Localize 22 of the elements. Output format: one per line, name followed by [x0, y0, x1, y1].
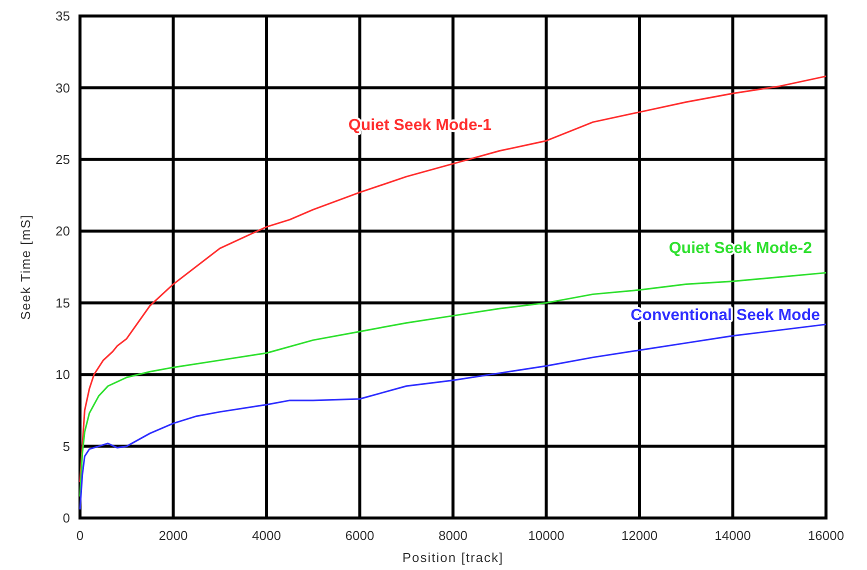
y-tick-label: 30	[56, 80, 70, 96]
y-tick-label: 0	[62, 510, 70, 526]
y-tick-label: 10	[56, 367, 70, 382]
y-tick-label: 5	[62, 438, 70, 454]
x-tick-label: 0	[76, 528, 84, 543]
y-tick-label: 35	[56, 8, 70, 24]
x-tick-label: 8000	[438, 528, 468, 543]
line-series	[79, 272, 827, 498]
x-tick-label: 10000	[528, 528, 564, 543]
x-tick-label: 12000	[621, 528, 658, 543]
x-axis-title: Position [track]	[402, 550, 504, 565]
y-tick-label: 15	[56, 295, 70, 310]
x-tick-label: 2000	[158, 528, 188, 543]
y-axis-title: Seek Time [mS]	[18, 214, 33, 320]
x-tick-label: 6000	[345, 528, 374, 543]
x-tick-label: 4000	[252, 528, 281, 543]
line-series	[79, 324, 827, 510]
y-tick-label: 25	[56, 152, 70, 167]
x-tick-label: 16000	[808, 528, 844, 543]
line-series	[79, 75, 827, 483]
x-tick-label: 14000	[714, 528, 751, 543]
y-tick-label: 20	[56, 224, 70, 239]
